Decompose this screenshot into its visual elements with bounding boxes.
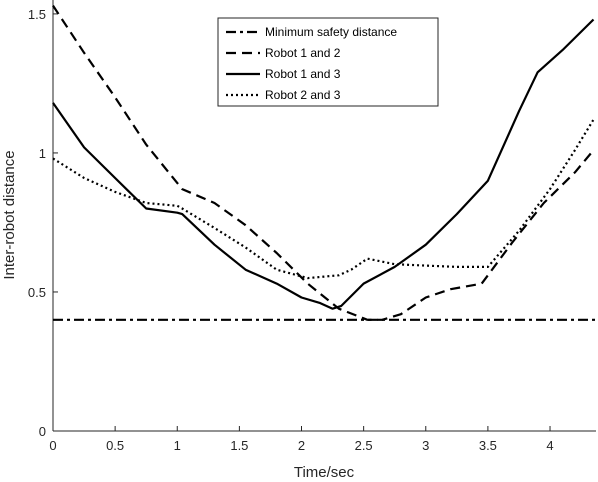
x-tick-label: 3 bbox=[422, 438, 429, 453]
x-tick-label: 2 bbox=[298, 438, 305, 453]
y-tick-label: 1 bbox=[39, 146, 46, 161]
y-tick-label: 1.5 bbox=[28, 7, 46, 22]
legend-label: Minimum safety distance bbox=[265, 25, 397, 39]
legend: Minimum safety distance Robot 1 and 2 Robo… bbox=[217, 17, 439, 107]
x-tick-label: 2.5 bbox=[355, 438, 373, 453]
x-ticks: 0 0.5 1 1.5 2 2.5 3 3.5 4 bbox=[49, 426, 554, 453]
series-line-3 bbox=[52, 119, 595, 280]
series-line-1 bbox=[52, 4, 595, 321]
legend-label: Robot 1 and 2 bbox=[265, 46, 341, 60]
x-axis-label: Time/sec bbox=[294, 464, 355, 481]
series-line-2 bbox=[52, 18, 595, 310]
y-tick-label: 0 bbox=[39, 424, 46, 439]
y-axis-label: Inter-robot distance bbox=[1, 150, 18, 279]
legend-label: Robot 2 and 3 bbox=[265, 88, 341, 102]
x-tick-label: 0 bbox=[49, 438, 56, 453]
y-ticks: 0 0.5 1 1.5 bbox=[28, 7, 58, 439]
y-tick-label: 0.5 bbox=[28, 285, 46, 300]
legend-label: Robot 1 and 3 bbox=[265, 67, 341, 81]
x-tick-label: 1.5 bbox=[230, 438, 248, 453]
legend-items: Minimum safety distance Robot 1 and 2 Robo… bbox=[226, 25, 397, 102]
x-tick-label: 0.5 bbox=[106, 438, 124, 453]
x-tick-label: 1 bbox=[174, 438, 181, 453]
series-layer bbox=[52, 4, 596, 321]
x-tick-label: 3.5 bbox=[479, 438, 497, 453]
x-tick-label: 4 bbox=[546, 438, 553, 453]
